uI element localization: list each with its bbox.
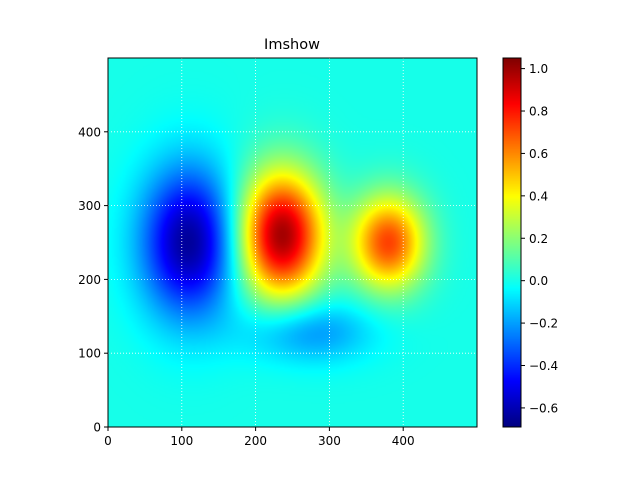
- y-axis: 0 100 200 300 400: [78, 125, 108, 435]
- plot-frame: [107, 57, 478, 428]
- colorbar-tick-label: −0.2: [529, 317, 558, 331]
- x-tick-label: 200: [244, 434, 267, 448]
- x-tick-label: 0: [104, 434, 112, 448]
- y-tick-label: 300: [78, 199, 101, 213]
- colorbar-tick-label: 0.8: [529, 105, 548, 119]
- x-tick-label: 100: [170, 434, 193, 448]
- colorbar-tick-label: 0.0: [529, 274, 548, 288]
- y-tick-label: 200: [78, 273, 101, 287]
- colorbar-tick-label: 0.4: [529, 189, 548, 203]
- y-tick-label: 400: [78, 125, 101, 139]
- colorbar-tick-label: 1.0: [529, 62, 548, 76]
- x-tick-label: 300: [318, 434, 341, 448]
- heatmap-image: [108, 58, 477, 427]
- colorbar: −0.6 −0.4 −0.2 0.0 0.2 0.4 0.6 0.8 1.0: [502, 57, 558, 428]
- y-tick-label: 100: [78, 347, 101, 361]
- colorbar-gradient: [503, 58, 521, 427]
- colorbar-tick-label: −0.6: [529, 401, 558, 415]
- colorbar-ticks: −0.6 −0.4 −0.2 0.0 0.2 0.4 0.6 0.8 1.0: [521, 62, 558, 415]
- colorbar-frame: [502, 57, 522, 428]
- chart-title: Imshow: [264, 37, 320, 53]
- colorbar-tick-label: −0.4: [529, 359, 558, 373]
- colorbar-tick-label: 0.6: [529, 147, 548, 161]
- colorbar-tick-label: 0.2: [529, 232, 548, 246]
- x-axis: 0 100 200 300 400: [104, 427, 415, 448]
- x-tick-label: 400: [392, 434, 415, 448]
- y-tick-label: 0: [93, 421, 101, 435]
- plot-area: 0 100 200 300 400 0 100 200 300 400: [78, 57, 478, 448]
